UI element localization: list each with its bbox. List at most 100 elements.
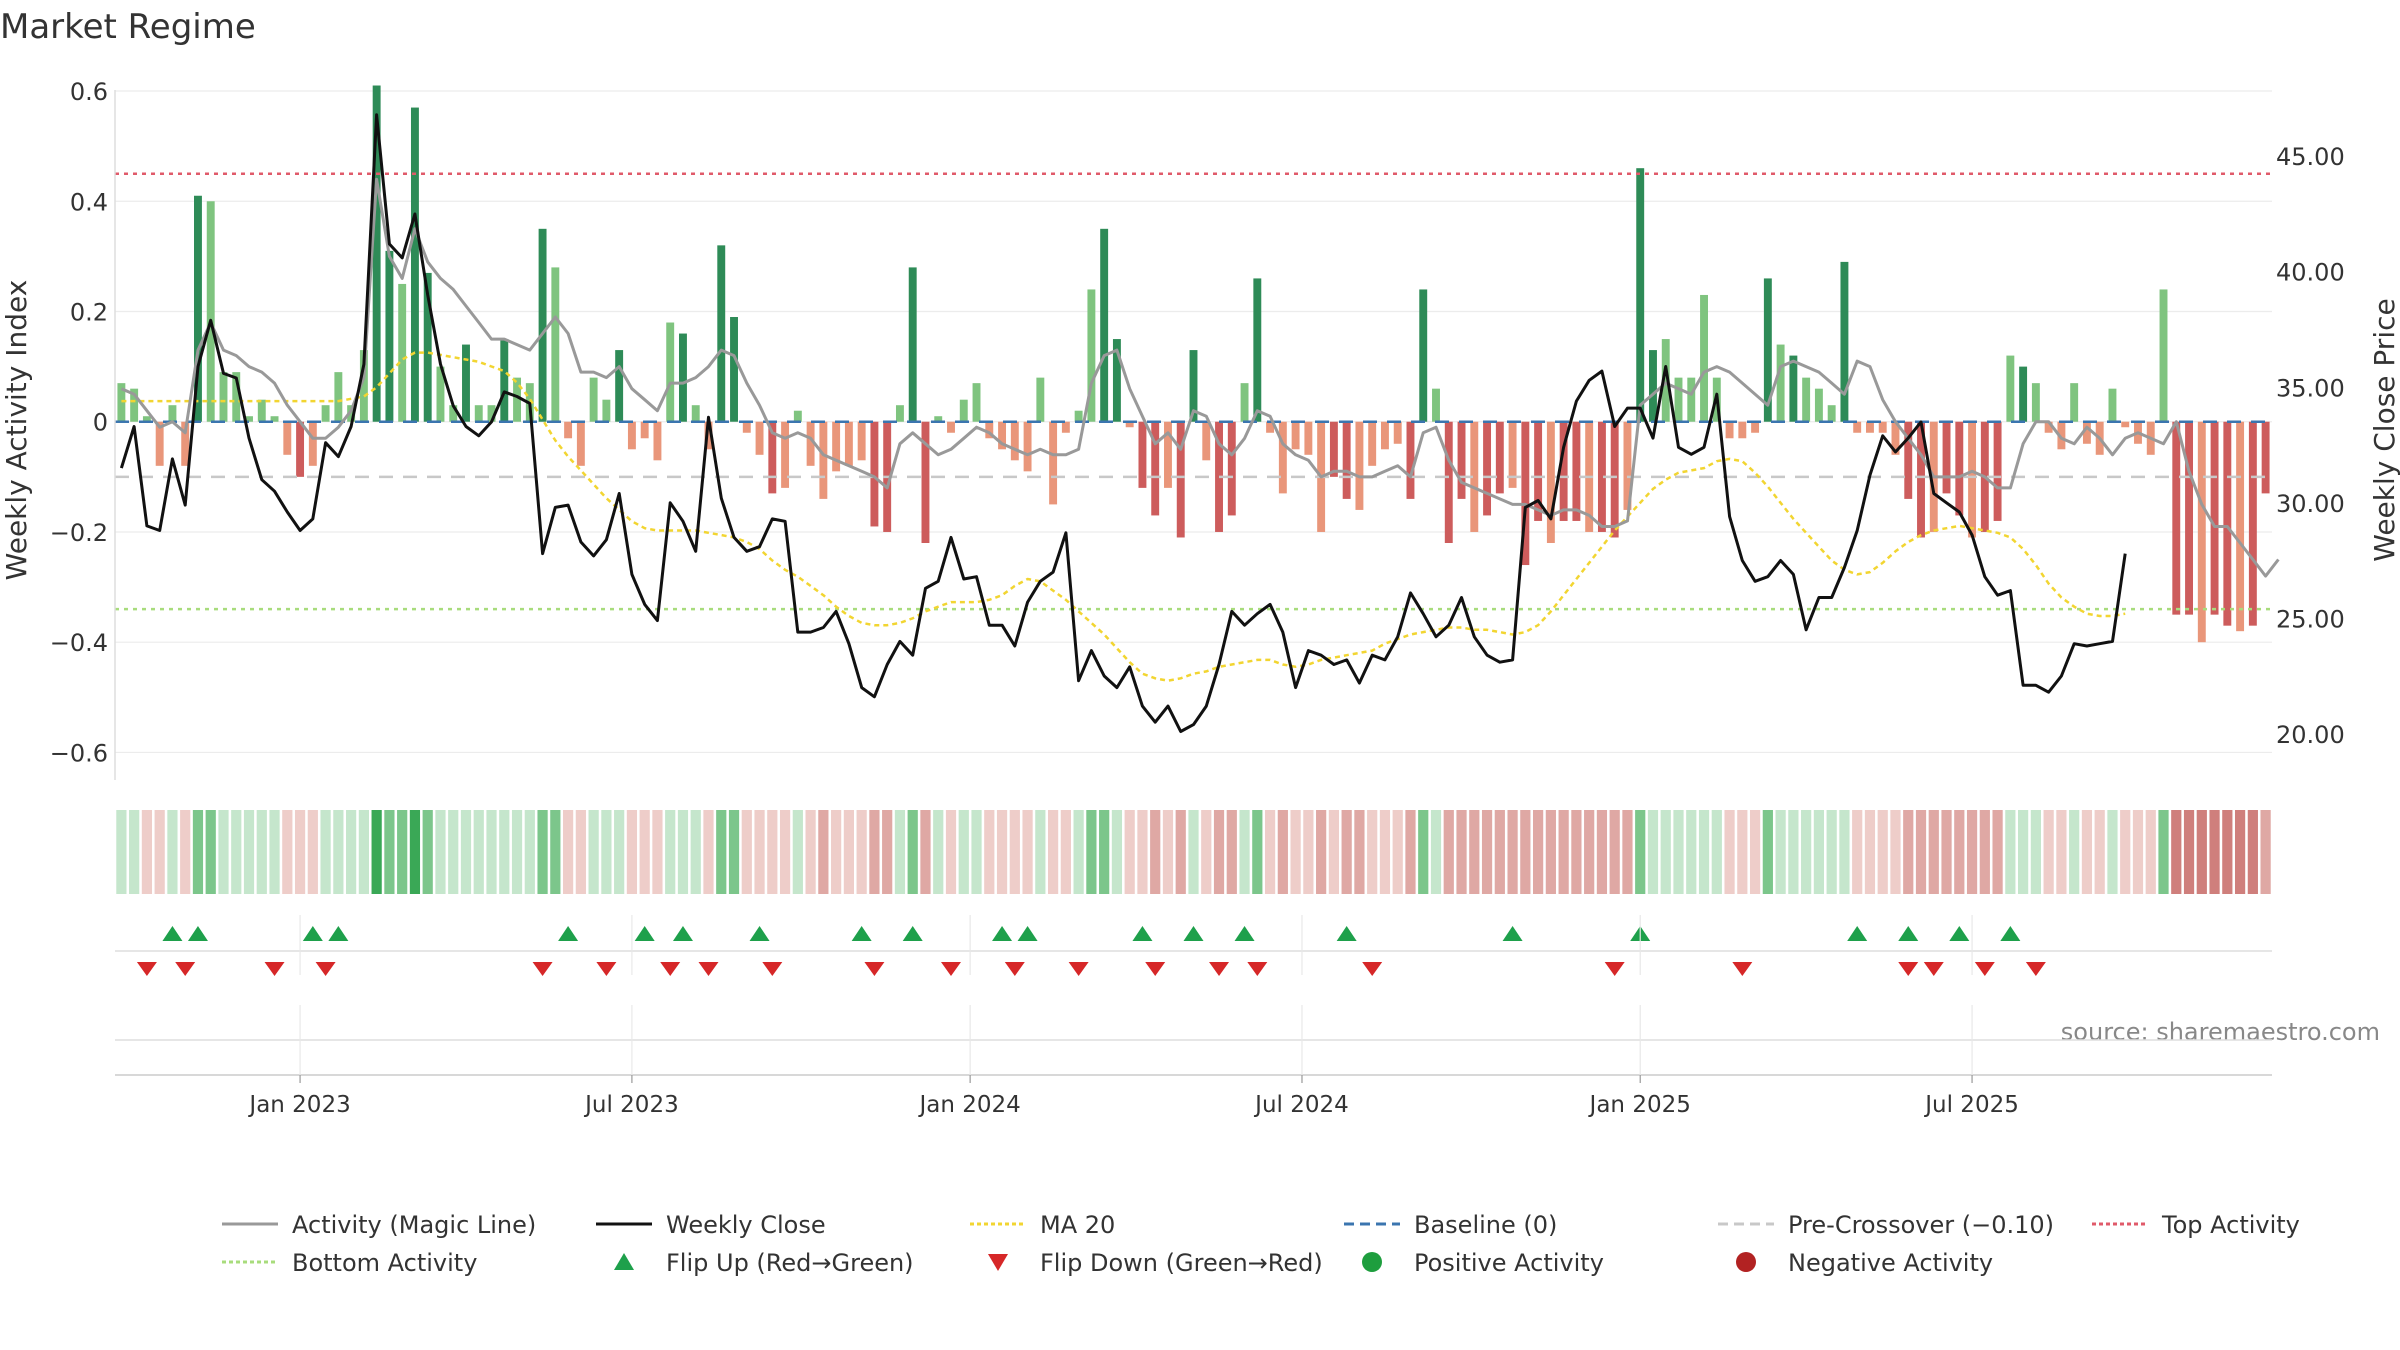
activity-bar — [551, 267, 560, 422]
regime-cell — [856, 810, 867, 894]
regime-cell — [1737, 810, 1748, 894]
legend-label: MA 20 — [1040, 1211, 1115, 1239]
left-tick-label: −0.2 — [50, 519, 108, 547]
activity-bar — [2197, 421, 2206, 643]
regime-cell — [2260, 810, 2271, 894]
flip-up-marker — [187, 926, 208, 941]
activity-bar — [2108, 388, 2117, 422]
activity-bar — [2172, 421, 2181, 615]
regime-cell — [486, 810, 497, 894]
regime-cell — [792, 810, 803, 894]
activity-bar — [296, 421, 305, 477]
regime-cell — [1150, 810, 1161, 894]
flip-up-marker — [1234, 926, 1255, 941]
left-axis-label: Weekly Activity Index — [0, 280, 33, 581]
regime-cell — [1596, 810, 1608, 894]
x-tick-label: Jul 2025 — [1923, 1092, 2019, 1118]
weekly-close-line — [119, 113, 2127, 733]
legend-item: Bottom Activity — [222, 1249, 477, 1277]
activity-bar — [1623, 421, 1632, 510]
flip-down-marker — [1247, 962, 1268, 976]
regime-cell — [180, 810, 191, 894]
regime-cell — [192, 810, 204, 894]
activity-bar — [1814, 388, 1823, 422]
flip-up-marker — [1017, 926, 1038, 941]
regime-cell — [1099, 810, 1110, 894]
activity-bar — [985, 421, 994, 439]
activity-bar — [679, 333, 687, 422]
activity-bar — [1763, 278, 1772, 422]
activity-bar — [2019, 366, 2028, 422]
activity-bar — [117, 383, 126, 422]
regime-cell — [1864, 810, 1876, 894]
activity-bar — [538, 228, 547, 422]
activity-bar — [257, 399, 266, 422]
activity-bar — [410, 107, 419, 422]
regime-cell — [409, 810, 421, 894]
source-note: source: sharemaestro.com — [2061, 1018, 2380, 1046]
flip-down-marker — [1145, 962, 1166, 976]
regime-cell — [1035, 810, 1046, 894]
flip-down-marker — [762, 962, 783, 976]
regime-cell — [626, 810, 638, 894]
activity-bar — [857, 421, 866, 461]
regime-cell — [550, 810, 561, 894]
flip-down-marker — [1974, 962, 1995, 976]
regime-cell — [1073, 810, 1084, 894]
regime-cell — [205, 810, 216, 894]
right-tick-label: 30.00 — [2276, 490, 2345, 518]
regime-cell — [779, 810, 791, 894]
activity-bar — [270, 416, 279, 422]
activity-bar — [1061, 421, 1070, 433]
activity-bar — [1789, 355, 1798, 422]
activity-bar — [793, 410, 802, 422]
flip-down-marker — [175, 962, 196, 976]
activity-bar — [423, 272, 432, 422]
regime-cell — [384, 810, 395, 894]
activity-bar — [781, 421, 790, 488]
activity-bar — [934, 416, 943, 422]
x-tick-label: Jan 2025 — [1588, 1092, 1691, 1118]
activity-bar — [2223, 421, 2232, 626]
activity-bar — [2044, 421, 2053, 433]
activity-bar — [2070, 383, 2079, 422]
regime-cell — [1201, 810, 1212, 894]
regime-cell — [473, 810, 484, 894]
regime-cell — [1022, 810, 1033, 894]
regime-cell — [1571, 810, 1582, 894]
regime-cell — [1252, 810, 1263, 894]
regime-cell — [1367, 810, 1378, 894]
left-tick-label: 0 — [93, 409, 108, 437]
flip-down-marker — [1604, 962, 1625, 976]
flip-down-marker — [864, 962, 885, 976]
activity-bar — [1329, 421, 1338, 477]
regime-cell — [129, 810, 140, 894]
flip-up-marker — [1898, 926, 1919, 941]
activity-bar — [1751, 421, 1760, 433]
regime-cell — [2081, 810, 2093, 894]
legend-item: Baseline (0) — [1344, 1211, 1557, 1239]
activity-bar — [704, 421, 713, 450]
activity-bar — [1865, 421, 1874, 433]
legend-item: MA 20 — [970, 1211, 1115, 1239]
activity-bar — [1202, 421, 1211, 461]
regime-cell — [1124, 810, 1135, 894]
flip-down-marker — [1004, 962, 1025, 976]
regime-cell — [1762, 810, 1773, 894]
flip-up-marker — [1132, 926, 1153, 941]
regime-cell — [499, 810, 510, 894]
left-tick-label: −0.4 — [50, 629, 108, 657]
legend-label: Top Activity — [2161, 1211, 2300, 1239]
flip-up-marker — [992, 926, 1013, 941]
activity-bar — [1036, 377, 1045, 422]
regime-cell — [1877, 810, 1888, 894]
activity-bar — [1661, 339, 1670, 422]
legend-label: Baseline (0) — [1414, 1211, 1557, 1239]
regime-cell — [894, 810, 906, 894]
regime-cell — [1328, 810, 1340, 894]
legend-label: Pre-Crossover (−0.10) — [1788, 1211, 2054, 1239]
flip-up-marker — [328, 926, 349, 941]
activity-bar — [870, 421, 879, 527]
activity-bar — [2261, 421, 2270, 494]
regime-strip — [116, 810, 2271, 894]
